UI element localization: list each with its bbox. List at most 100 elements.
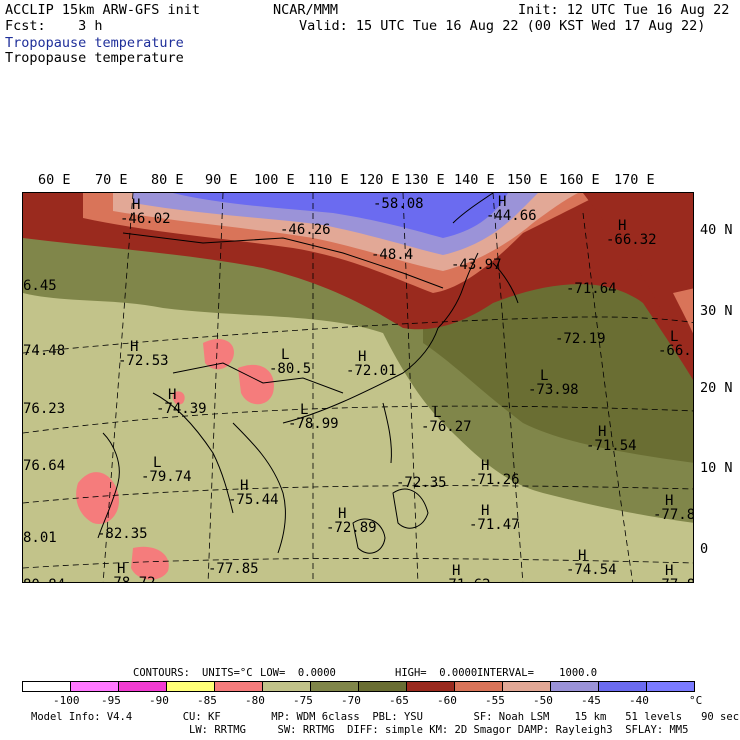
colorbar-swatch xyxy=(166,681,215,692)
colorbar-swatch xyxy=(262,681,311,692)
contours-label: CONTOURS: xyxy=(133,667,190,679)
lon-label: 160 E xyxy=(559,172,600,188)
low-marker: L xyxy=(670,329,678,345)
extremum-value: -72.89 xyxy=(326,520,377,536)
extremum-value: -48.4 xyxy=(371,247,413,263)
high-marker: H xyxy=(665,493,673,509)
extremum-value: 80.84 xyxy=(23,577,65,583)
extremum-value: 6.45 xyxy=(23,278,57,294)
extremum-value: -77.8 xyxy=(653,507,694,523)
lat-label: 0 xyxy=(700,541,709,557)
lon-label: 150 E xyxy=(507,172,548,188)
lat-label: 10 N xyxy=(700,460,733,476)
extrema-annotations: H-46.02-46.26-58.08 H-44.66-48.4-43.97H-6… xyxy=(23,194,694,583)
field-cold-patches xyxy=(76,338,274,580)
extremum-value: -44.66 xyxy=(486,208,537,224)
extremum-value: -43.97 xyxy=(451,257,502,273)
lon-label: 170 E xyxy=(614,172,655,188)
high-marker: H xyxy=(168,387,176,403)
field-east-orange-lobe xyxy=(673,288,693,334)
low-marker: L xyxy=(281,347,289,363)
extremum-value: -78.72 xyxy=(105,575,156,583)
lon-label: 140 E xyxy=(454,172,495,188)
model-info-line: Model Info: V4.4 CU: KF MP: WDM 6class P… xyxy=(31,711,740,723)
high-marker: H xyxy=(452,563,460,579)
extremum-value: -58.08 xyxy=(373,196,424,212)
colorbar-swatch xyxy=(550,681,599,692)
extremum-value: -77.8 xyxy=(653,577,694,583)
field-maroon-band xyxy=(23,193,693,380)
physics-info-line: LW: RRTMG SW: RRTMG DIFF: simple KM: 2D … xyxy=(31,724,689,736)
map-canvas: H-46.02-46.26-58.08 H-44.66-48.4-43.97H-6… xyxy=(23,193,694,583)
interval-label: INTERVAL= 1000.0 xyxy=(477,667,598,679)
source-label: NCAR/MMM xyxy=(273,2,339,18)
lon-label: 110 E xyxy=(308,172,349,188)
high-marker: H xyxy=(481,503,489,519)
extremum-value: 8.01 xyxy=(23,530,57,546)
init-time: Init: 12 UTC Tue 16 Aug 22 xyxy=(518,2,730,18)
colorbar-tick-label: -95 xyxy=(101,694,121,707)
map-panel[interactable]: H -46.02 -46.26 -58.08 H -44.66 -48.4 -43.97 H -6… xyxy=(22,192,694,583)
extremum-value: -72.19 xyxy=(555,331,606,347)
low-marker: L xyxy=(540,368,548,384)
extremum-value: -72.01 xyxy=(346,363,397,379)
valid-time: Valid: 15 UTC Tue 16 Aug 22 (00 KST Wed … xyxy=(299,18,706,34)
lon-label: 90 E xyxy=(205,172,238,188)
extremum-value: -80.5 xyxy=(269,361,311,377)
colorbar-tick-label: -45 xyxy=(581,694,601,707)
extremum-value: 74.48 xyxy=(23,343,65,359)
colorbar-swatch xyxy=(454,681,503,692)
lon-label: 80 E xyxy=(151,172,184,188)
colorbar-swatch xyxy=(22,681,71,692)
high-marker: H xyxy=(132,197,140,213)
units-label: UNITS=°C xyxy=(202,667,253,679)
lon-label: 70 E xyxy=(95,172,128,188)
colorbar-tick-label: -70 xyxy=(341,694,361,707)
extremum-value: -71.62 xyxy=(440,577,491,583)
lon-label: 60 E xyxy=(38,172,71,188)
extremum-value: -46.02 xyxy=(120,211,171,227)
colorbar-tick-label: -85 xyxy=(197,694,217,707)
lat-label: 20 N xyxy=(700,380,733,396)
colorbar-tick-label: -90 xyxy=(149,694,169,707)
high-marker: H xyxy=(358,349,366,365)
colorbar-swatch xyxy=(598,681,647,692)
field-title-secondary: Tropopause temperature xyxy=(5,50,184,66)
high-marker: H xyxy=(130,339,138,355)
low-marker: L xyxy=(433,405,441,421)
high-marker: H xyxy=(240,478,248,494)
high-marker: H xyxy=(481,458,489,474)
low-label: LOW= 0.0000 xyxy=(260,667,336,679)
extremum-value: 76.64 xyxy=(23,458,65,474)
colorbar-tick-label: -80 xyxy=(245,694,265,707)
colorbar-swatch xyxy=(118,681,167,692)
extremum-value: -79.74 xyxy=(141,469,192,485)
colorbar-swatch xyxy=(502,681,551,692)
lat-label: 40 N xyxy=(700,222,733,238)
lon-label: 130 E xyxy=(404,172,445,188)
graticule xyxy=(23,193,693,582)
colorbar-swatch xyxy=(70,681,119,692)
high-marker: H xyxy=(618,218,626,234)
high-marker: H xyxy=(598,424,606,440)
extremum-value: -75.44 xyxy=(228,492,279,508)
forecast-hour: Fcst: 3 h xyxy=(5,18,103,34)
colorbar-swatch xyxy=(310,681,359,692)
high-marker: H xyxy=(498,194,506,210)
extremum-value: -74.54 xyxy=(566,562,617,578)
colorbar-tick-label: -75 xyxy=(293,694,313,707)
colorbar-tick-label: -40 xyxy=(629,694,649,707)
extremum-value: -72.35 xyxy=(396,475,447,491)
extremum-value: -74.39 xyxy=(156,401,207,417)
colorbar-swatch xyxy=(358,681,407,692)
extremum-value: -46.26 xyxy=(280,222,331,238)
low-marker: L xyxy=(153,455,161,471)
high-marker: H xyxy=(117,561,125,577)
lon-label: 100 E xyxy=(254,172,295,188)
high-marker: H xyxy=(578,548,586,564)
lon-label: 120 E xyxy=(359,172,400,188)
extremum-value: -73.98 xyxy=(528,382,579,398)
extremum-value: -66. xyxy=(658,343,692,359)
extremum-value: -71.64 xyxy=(566,281,617,297)
extremum-value: 76.23 xyxy=(23,401,65,417)
